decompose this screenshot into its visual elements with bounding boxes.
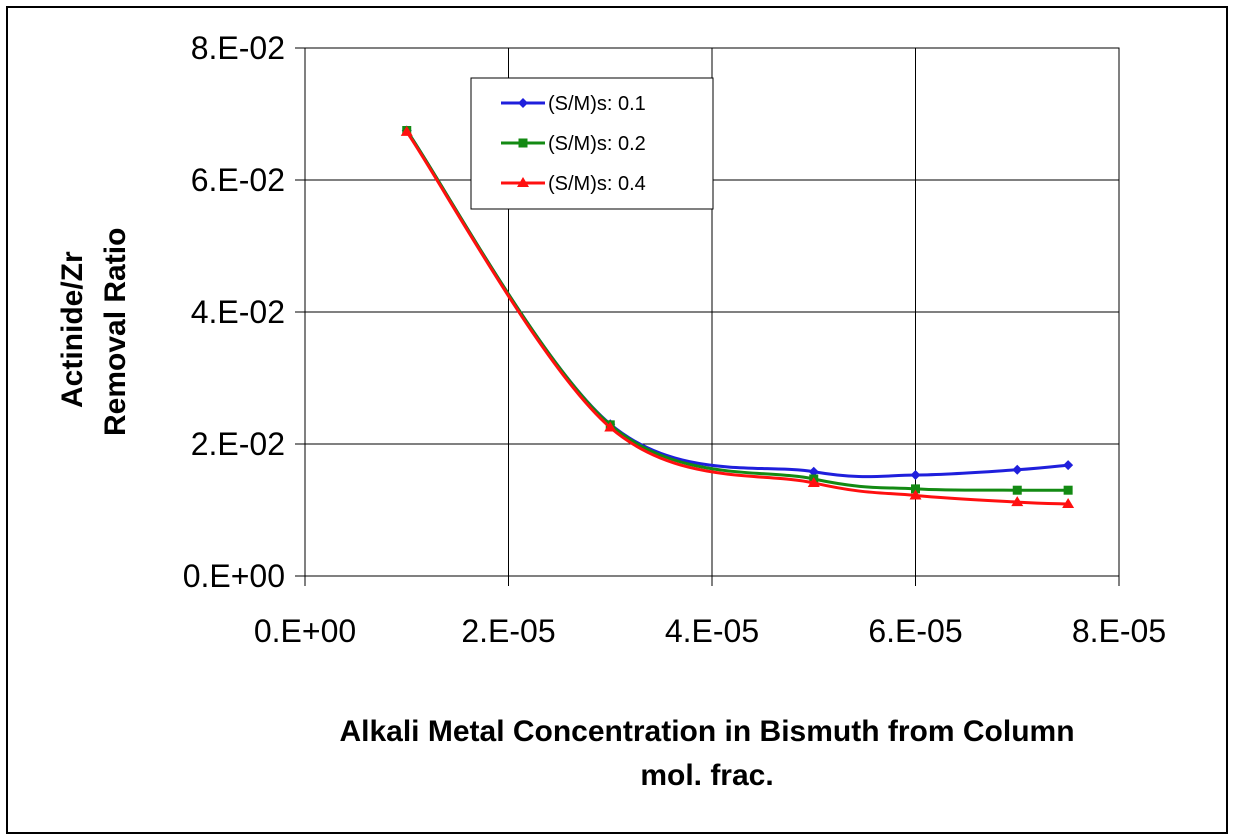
legend-swatch-marker: [519, 139, 528, 148]
y-axis-title-line-2: Removal Ratio: [99, 228, 132, 436]
data-point: [1013, 486, 1022, 495]
data-point: [1012, 465, 1022, 475]
x-tick-label: 8.E-05: [1072, 613, 1166, 649]
data-point: [1063, 460, 1073, 470]
x-tick-label: 0.E+00: [254, 613, 356, 649]
y-axis-title-line-1: Actinide/Zr: [56, 251, 89, 408]
data-point: [911, 470, 921, 480]
legend-label: (S/M)s: 0.1: [548, 93, 646, 115]
y-tick-labels: 0.E+00 2.E-02 4.E-02 6.E-02 8.E-02: [183, 30, 285, 594]
y-tick-label: 6.E-02: [191, 162, 285, 198]
y-tick-label: 0.E+00: [183, 558, 285, 594]
y-tick-label: 2.E-02: [191, 426, 285, 462]
x-tick-labels: 0.E+00 2.E-05 4.E-05 6.E-05 8.E-05: [254, 613, 1166, 649]
legend-label: (S/M)s: 0.2: [548, 133, 646, 155]
x-axis-title-line-2: mol. frac.: [640, 759, 773, 792]
x-axis-title-line-1: Alkali Metal Concentration in Bismuth fr…: [339, 715, 1074, 748]
x-tick-label: 4.E-05: [665, 613, 759, 649]
y-tick-label: 4.E-02: [191, 294, 285, 330]
y-axis-title: Actinide/Zr Removal Ratio: [56, 228, 132, 436]
legend-label: (S/M)s: 0.4: [548, 173, 646, 195]
x-tick-label: 2.E-05: [461, 613, 555, 649]
y-tick-label: 8.E-02: [191, 30, 285, 66]
x-tick-label: 6.E-05: [868, 613, 962, 649]
data-point: [1064, 486, 1073, 495]
legend: (S/M)s: 0.1 (S/M)s: 0.2 (S/M)s: 0.4: [471, 78, 713, 209]
